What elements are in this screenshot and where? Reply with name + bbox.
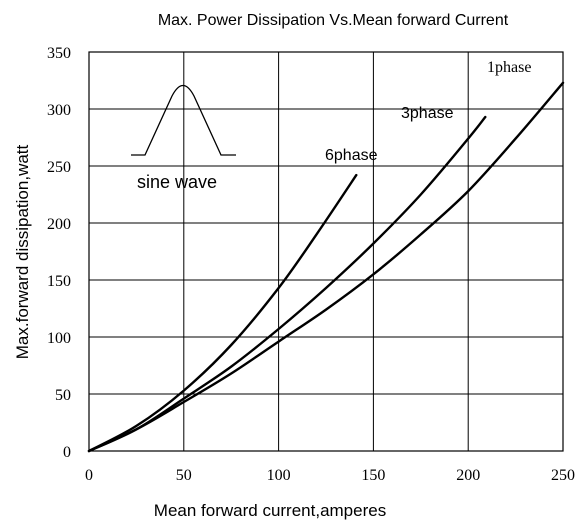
- series-group: [87, 81, 565, 453]
- x-tick-label: 100: [267, 467, 291, 484]
- sine-wave-inset: sine wave: [131, 84, 236, 192]
- series-label-1phase: 1phase: [487, 59, 531, 76]
- y-tick-label: 300: [47, 102, 71, 119]
- sine-wave-pulse-icon: [131, 84, 236, 156]
- x-axis-label: Mean forward current,amperes: [154, 501, 386, 520]
- plot-frame: [88, 51, 564, 452]
- x-tick-label: 200: [456, 467, 480, 484]
- y-tick-label: 0: [63, 444, 71, 461]
- series-line-1phase: [87, 81, 565, 453]
- y-tick-label: 350: [47, 45, 71, 62]
- series-line-6phase: [87, 173, 358, 453]
- y-tick-label: 250: [47, 159, 71, 176]
- series-line-3phase: [87, 115, 487, 453]
- y-tick-label: 100: [47, 330, 71, 347]
- inset-label: sine wave: [137, 172, 217, 192]
- y-tick-label: 50: [55, 387, 71, 404]
- y-axis-ticks: 0 50 100 150 200 250 300 350: [47, 45, 71, 461]
- x-tick-label: 0: [85, 467, 93, 484]
- x-tick-label: 50: [176, 467, 192, 484]
- y-tick-label: 150: [47, 273, 71, 290]
- x-tick-label: 250: [551, 467, 575, 484]
- y-axis-label: Max.forward dissipation,watt: [13, 144, 32, 359]
- x-tick-label: 150: [361, 467, 385, 484]
- chart-title: Max. Power Dissipation Vs.Mean forward C…: [158, 12, 509, 29]
- series-label-6phase: 6phase: [325, 147, 378, 164]
- series-label-3phase: 3phase: [401, 105, 454, 122]
- x-axis-ticks: 0 50 100 150 200 250: [85, 467, 575, 484]
- y-tick-label: 200: [47, 216, 71, 233]
- grid: [89, 52, 563, 451]
